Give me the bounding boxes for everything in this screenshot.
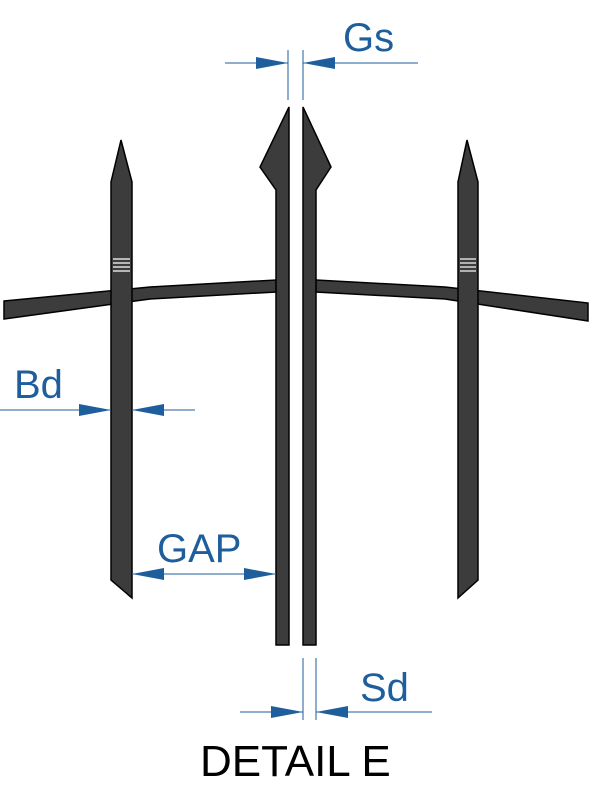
gs-label: Gs xyxy=(343,16,395,60)
center-spear-left-half xyxy=(259,106,290,646)
horizontal-rail xyxy=(3,279,589,322)
center-spear-right-half xyxy=(302,106,332,646)
gs-dimension xyxy=(225,50,418,100)
right-picket-collar xyxy=(460,258,476,272)
sd-dimension xyxy=(240,658,432,720)
detail-title: DETAIL E xyxy=(200,737,391,786)
bd-label: Bd xyxy=(14,363,63,407)
gap-dimension xyxy=(132,568,276,580)
left-picket-collar xyxy=(113,258,130,272)
gap-label: GAP xyxy=(157,527,242,571)
sd-label: Sd xyxy=(360,666,409,710)
left-picket xyxy=(110,139,133,600)
bd-dimension xyxy=(0,404,195,416)
right-picket xyxy=(457,139,479,600)
